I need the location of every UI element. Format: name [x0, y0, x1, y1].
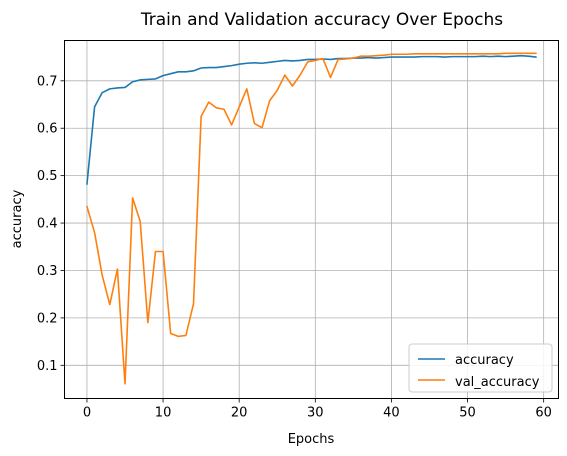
- x-tick-label: 40: [383, 406, 400, 421]
- legend: accuracy val_accuracy: [408, 343, 553, 393]
- legend-label-accuracy: accuracy: [455, 353, 514, 368]
- plot-frame: [64, 40, 559, 399]
- series-line-val-accuracy: [86, 52, 537, 385]
- y-tick-label: 0.4: [37, 217, 58, 232]
- y-tick-label: 0.1: [37, 359, 58, 374]
- grid-lines: [64, 40, 559, 399]
- x-tick-label: 20: [231, 406, 248, 421]
- chart-title: Train and Validation accuracy Over Epoch…: [140, 10, 503, 30]
- y-tick-label: 0.5: [37, 169, 58, 184]
- y-tick-label: 0.6: [37, 122, 58, 137]
- x-tick-label: 50: [459, 406, 476, 421]
- y-axis-label: accuracy: [10, 189, 25, 248]
- legend-label-val-accuracy: val_accuracy: [455, 375, 540, 390]
- axis-ticks: 0 10 20 30 40 50 60 0.1 0.2 0.3 0.4 0.5 0.6 0.7: [37, 74, 552, 420]
- x-tick-label: 10: [155, 406, 172, 421]
- y-tick-label: 0.2: [37, 311, 58, 326]
- y-tick-label: 0.3: [37, 264, 58, 279]
- x-tick-label: 30: [307, 406, 324, 421]
- x-tick-label: 60: [535, 406, 552, 421]
- x-axis-label: Epochs: [288, 432, 335, 447]
- series-line-accuracy: [86, 54, 537, 185]
- x-tick-label: 0: [83, 406, 91, 421]
- series-lines: [86, 52, 537, 385]
- y-tick-label: 0.7: [37, 74, 58, 89]
